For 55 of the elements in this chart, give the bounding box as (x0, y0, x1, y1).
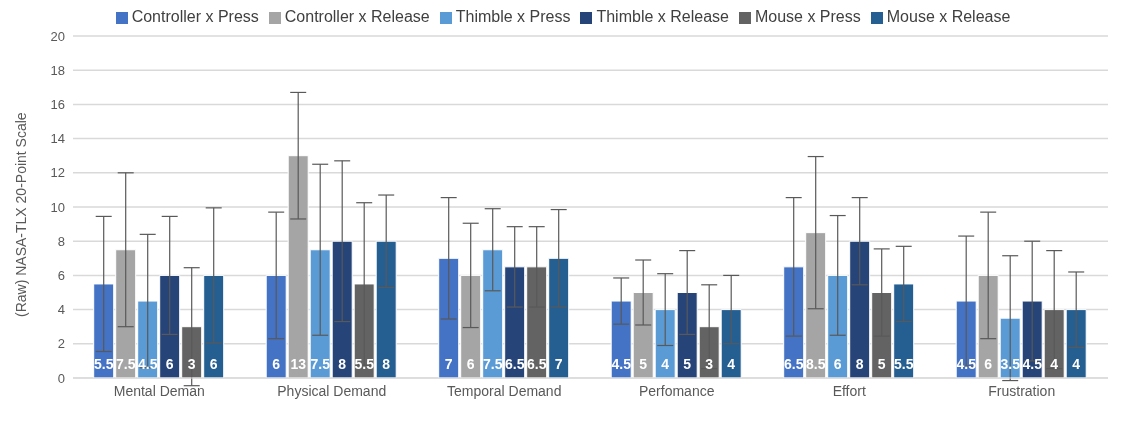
data-label: 6.5 (504, 356, 525, 372)
data-label: 3 (187, 356, 196, 372)
legend-label: Thimble x Release (596, 8, 729, 25)
data-label: 8 (382, 356, 391, 372)
data-label: 6 (209, 356, 218, 372)
data-label: 4 (1050, 356, 1059, 372)
y-tick-label: 0 (57, 370, 65, 386)
data-label: 6 (466, 356, 475, 372)
data-label: 8 (855, 356, 864, 372)
data-label: 5.5 (93, 356, 114, 372)
x-tick-label: Perfomance (639, 382, 715, 399)
data-label: 6 (165, 356, 174, 372)
y-tick-label: 2 (57, 336, 65, 352)
data-label: 5 (877, 356, 886, 372)
data-label: 7.5 (115, 356, 136, 372)
y-tick-label: 18 (50, 62, 65, 78)
data-label: 5 (639, 356, 648, 372)
data-label: 6 (984, 356, 993, 372)
data-label: 13 (290, 356, 307, 372)
x-tick-label: Temporal Demand (447, 382, 562, 399)
data-label: 8 (338, 356, 347, 372)
y-tick-label: 20 (50, 28, 65, 44)
y-tick-label: 10 (50, 199, 65, 215)
y-tick-label: 16 (50, 97, 65, 113)
data-label: 5.5 (893, 356, 914, 372)
data-label: 3 (705, 356, 714, 372)
data-label: 4 (661, 356, 670, 372)
data-label: 7 (554, 356, 563, 372)
y-tick-label: 14 (50, 131, 65, 147)
y-tick-label: 4 (57, 302, 65, 318)
x-tick-label: Effort (832, 382, 866, 399)
x-tick-label: Frustration (988, 382, 1056, 399)
data-label: 4 (727, 356, 736, 372)
legend-label: Mouse x Release (886, 8, 1011, 25)
legend-label: Controller x Press (131, 8, 259, 25)
data-label: 5 (683, 356, 692, 372)
data-label: 7.5 (482, 356, 503, 372)
legend-label: Thimble x Press (455, 8, 571, 25)
y-tick-label: 6 (57, 268, 65, 284)
data-label: 5.5 (354, 356, 375, 372)
data-label: 4 (1072, 356, 1081, 372)
x-tick-label: Mental Deman (113, 382, 205, 399)
y-axis-title: (Raw) NASA-TLX 20-Point Scale (12, 112, 29, 317)
legend-label: Mouse x Press (754, 8, 861, 25)
y-tick-label: 8 (57, 233, 65, 249)
data-label: 7.5 (310, 356, 331, 372)
legend-label: Controller x Release (284, 8, 430, 25)
data-label: 8.5 (805, 356, 826, 372)
data-label: 6.5 (783, 356, 804, 372)
data-label: 6 (272, 356, 281, 372)
data-label: 7 (444, 356, 453, 372)
x-tick-label: Physical Demand (277, 382, 387, 399)
y-tick-label: 12 (50, 165, 65, 181)
data-label: 6.5 (526, 356, 547, 372)
data-label: 6 (833, 356, 842, 372)
